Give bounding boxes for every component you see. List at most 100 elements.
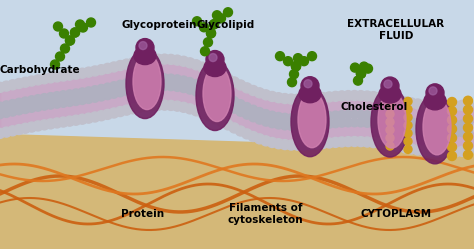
Circle shape bbox=[447, 116, 456, 124]
Circle shape bbox=[179, 102, 189, 112]
Circle shape bbox=[344, 110, 353, 119]
Circle shape bbox=[404, 105, 412, 113]
Circle shape bbox=[445, 147, 455, 157]
Circle shape bbox=[9, 108, 17, 116]
Circle shape bbox=[27, 122, 36, 132]
Circle shape bbox=[84, 95, 93, 103]
Circle shape bbox=[40, 94, 48, 102]
Circle shape bbox=[381, 77, 399, 95]
Circle shape bbox=[15, 98, 23, 107]
Circle shape bbox=[0, 128, 5, 138]
Circle shape bbox=[386, 102, 394, 110]
Circle shape bbox=[273, 139, 283, 149]
Circle shape bbox=[337, 91, 347, 101]
Circle shape bbox=[350, 110, 359, 119]
Circle shape bbox=[79, 23, 88, 32]
Circle shape bbox=[1, 127, 11, 137]
Circle shape bbox=[103, 83, 112, 92]
Circle shape bbox=[261, 90, 271, 100]
Circle shape bbox=[61, 44, 70, 53]
Circle shape bbox=[59, 99, 68, 107]
Circle shape bbox=[413, 99, 423, 109]
Circle shape bbox=[404, 129, 412, 137]
Circle shape bbox=[129, 77, 137, 86]
Circle shape bbox=[368, 92, 379, 102]
Circle shape bbox=[364, 64, 373, 73]
Circle shape bbox=[464, 123, 473, 132]
Circle shape bbox=[230, 105, 238, 113]
Circle shape bbox=[387, 94, 398, 105]
Circle shape bbox=[432, 147, 442, 157]
Circle shape bbox=[248, 131, 258, 141]
Circle shape bbox=[268, 111, 276, 120]
Circle shape bbox=[386, 118, 394, 126]
Circle shape bbox=[141, 83, 150, 92]
Circle shape bbox=[96, 65, 106, 75]
Circle shape bbox=[311, 93, 321, 103]
Circle shape bbox=[198, 62, 208, 72]
Circle shape bbox=[211, 87, 219, 96]
Circle shape bbox=[46, 101, 55, 109]
Circle shape bbox=[304, 80, 312, 88]
Circle shape bbox=[212, 11, 221, 20]
Circle shape bbox=[86, 18, 95, 27]
Circle shape bbox=[457, 146, 467, 156]
Circle shape bbox=[134, 103, 144, 113]
Circle shape bbox=[53, 92, 61, 100]
Circle shape bbox=[311, 139, 321, 149]
Circle shape bbox=[464, 120, 473, 128]
Ellipse shape bbox=[371, 87, 409, 157]
Circle shape bbox=[84, 87, 93, 95]
Circle shape bbox=[452, 128, 460, 137]
Circle shape bbox=[167, 74, 175, 83]
Circle shape bbox=[363, 111, 372, 119]
Circle shape bbox=[464, 150, 473, 159]
Circle shape bbox=[207, 29, 216, 38]
Text: Glycolipid: Glycolipid bbox=[196, 20, 254, 30]
Circle shape bbox=[9, 100, 17, 108]
Ellipse shape bbox=[204, 59, 226, 76]
Circle shape bbox=[191, 106, 201, 116]
Circle shape bbox=[160, 74, 169, 82]
Circle shape bbox=[242, 83, 252, 93]
Circle shape bbox=[205, 84, 213, 93]
Circle shape bbox=[381, 139, 391, 149]
Circle shape bbox=[91, 94, 99, 102]
Circle shape bbox=[211, 95, 219, 104]
Circle shape bbox=[249, 105, 257, 114]
Circle shape bbox=[384, 80, 392, 88]
Circle shape bbox=[223, 120, 233, 130]
Circle shape bbox=[420, 120, 428, 128]
Circle shape bbox=[122, 87, 131, 95]
Circle shape bbox=[451, 101, 461, 111]
Circle shape bbox=[325, 112, 333, 120]
Circle shape bbox=[349, 91, 359, 101]
Circle shape bbox=[122, 59, 132, 69]
Circle shape bbox=[198, 90, 207, 98]
Text: Filaments of
cytoskeleton: Filaments of cytoskeleton bbox=[228, 203, 303, 225]
Circle shape bbox=[404, 145, 412, 153]
Circle shape bbox=[65, 98, 74, 106]
Circle shape bbox=[445, 121, 454, 129]
Circle shape bbox=[205, 93, 213, 101]
Circle shape bbox=[292, 94, 302, 104]
Circle shape bbox=[78, 96, 87, 104]
Circle shape bbox=[464, 96, 473, 105]
Circle shape bbox=[350, 63, 359, 72]
Circle shape bbox=[179, 56, 189, 66]
Circle shape bbox=[368, 138, 379, 148]
Circle shape bbox=[386, 134, 394, 142]
Circle shape bbox=[375, 112, 384, 121]
Circle shape bbox=[318, 139, 328, 149]
Circle shape bbox=[109, 82, 118, 90]
Circle shape bbox=[109, 108, 119, 118]
Circle shape bbox=[160, 54, 170, 64]
Circle shape bbox=[464, 127, 473, 136]
Circle shape bbox=[71, 28, 80, 37]
Circle shape bbox=[337, 137, 347, 147]
Circle shape bbox=[255, 116, 264, 124]
Text: Glycoprotein: Glycoprotein bbox=[121, 20, 197, 30]
Circle shape bbox=[172, 101, 182, 111]
Circle shape bbox=[293, 114, 302, 123]
Circle shape bbox=[305, 140, 315, 150]
